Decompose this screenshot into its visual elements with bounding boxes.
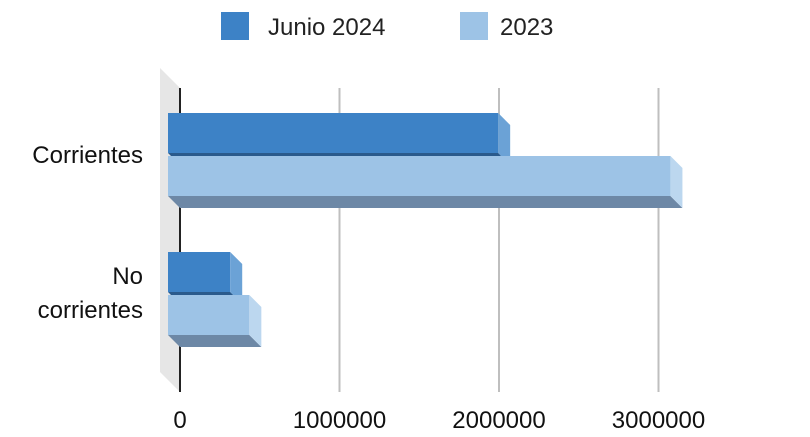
bar-end-face xyxy=(249,295,262,347)
x-tick-label: 0 xyxy=(173,407,186,434)
x-tick-labels: 0 1000000 2000000 3000000 xyxy=(173,407,705,434)
bar-end-face xyxy=(670,156,683,208)
legend-label: 2023 xyxy=(500,14,553,41)
bar-end-face xyxy=(498,113,511,165)
category-labels: Corrientes No corrientes xyxy=(32,142,143,324)
bar-front-face xyxy=(168,295,250,335)
x-tick-label: 1000000 xyxy=(293,407,386,434)
bar-bottom-face xyxy=(168,196,683,208)
category-label: No xyxy=(112,263,143,290)
bar xyxy=(168,156,683,208)
legend: Junio 2024 2023 xyxy=(221,12,553,41)
legend-label: Junio 2024 xyxy=(268,14,385,41)
x-tick-label: 3000000 xyxy=(612,407,705,434)
bar-front-face xyxy=(168,156,671,196)
x-tick-label: 2000000 xyxy=(452,407,545,434)
legend-swatch xyxy=(221,12,249,40)
bar-front-face xyxy=(168,113,499,153)
bar-bottom-face xyxy=(168,335,262,347)
bar-front-face xyxy=(168,252,231,292)
bar xyxy=(168,295,262,347)
bars xyxy=(168,113,683,347)
category-label: Corrientes xyxy=(32,142,143,169)
legend-swatch xyxy=(460,12,488,40)
category-label: corrientes xyxy=(38,297,143,324)
bar-end-face xyxy=(230,252,243,304)
